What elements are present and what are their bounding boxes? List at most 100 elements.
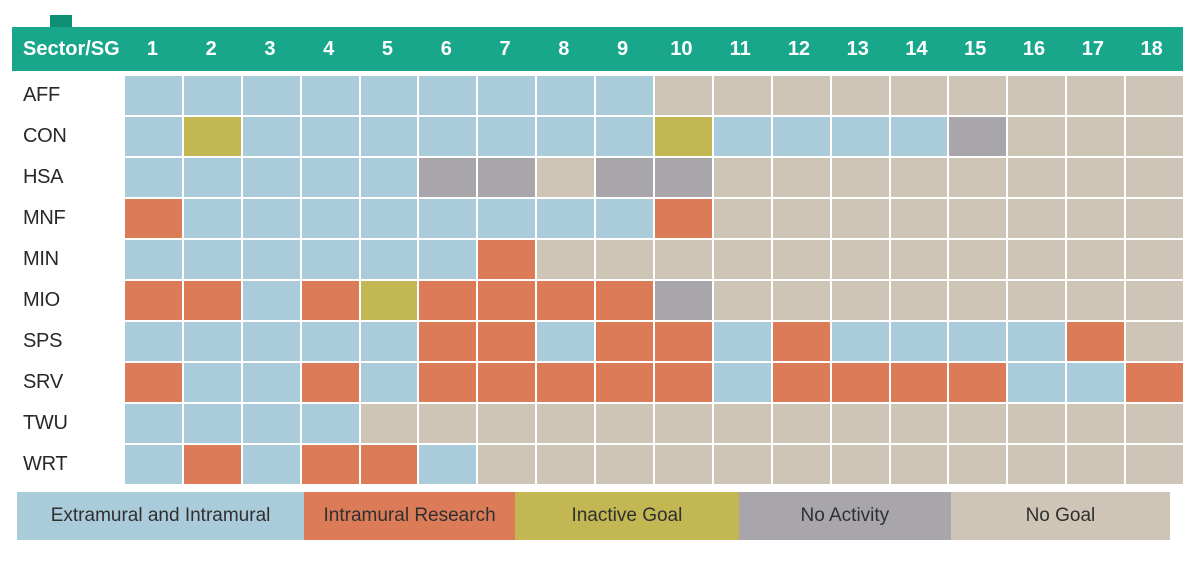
heatmap-cell [890,363,948,402]
heatmap-cell [1008,158,1066,197]
heatmap-cell [596,158,653,197]
heatmap-cell [183,76,241,115]
heatmap-cell [1008,445,1066,484]
sector-sg-heatmap-figure: Sector/SG 1 2 3 4 5 6 7 8 9 10 11 12 13 14 15 16 17 18 AF… [12,15,1183,540]
heatmap-cell [360,322,418,361]
heatmap-cell [537,117,595,156]
heatmap-cell [596,445,653,484]
heatmap-cell [655,445,712,484]
row-label: MNF [12,199,123,238]
heatmap-cell [949,240,1007,279]
heatmap-cell [301,199,359,238]
row-label: WRT [12,445,123,484]
legend-item: Inactive Goal [515,492,739,540]
heatmap-cell [713,445,771,484]
heatmap-cell [183,281,241,320]
heatmap-cell [655,281,712,320]
heatmap-cell [537,322,595,361]
heatmap-cell [831,76,889,115]
heatmap-cell [419,76,477,115]
heatmap-cell [1008,363,1066,402]
column-header: 16 [1022,37,1046,60]
heatmap-cell [831,404,889,443]
heatmap-cell [1067,240,1125,279]
heatmap-cell [1067,76,1125,115]
column-header: 12 [787,37,811,60]
heatmap-cell [713,363,771,402]
heatmap-cell [772,117,830,156]
heatmap-cell [301,363,359,402]
heatmap-cell [360,76,418,115]
heatmap-cell [125,363,182,402]
heatmap-cell [301,240,359,279]
heatmap-cell [537,199,595,238]
heatmap-cell [1008,281,1066,320]
row-label: CON [12,117,123,156]
heatmap-cell [478,158,536,197]
heatmap-cell [1126,117,1183,156]
heatmap-cell [1008,117,1066,156]
column-header: 4 [323,37,335,60]
heatmap-cell [831,117,889,156]
heatmap-cell [183,240,241,279]
heatmap-cell [1126,76,1183,115]
heatmap-cell [478,240,536,279]
header-notch-decoration [50,15,72,28]
heatmap-cell [1067,199,1125,238]
heatmap-cell [242,117,300,156]
heatmap-cell [537,240,595,279]
heatmap-cell [537,363,595,402]
heatmap-cell [596,363,653,402]
heatmap-cell [537,404,595,443]
heatmap-cell [1067,281,1125,320]
heatmap-cell [360,240,418,279]
heatmap-cell [713,117,771,156]
heatmap-cell [1008,76,1066,115]
heatmap-cell [125,158,182,197]
heatmap-cell [890,76,948,115]
heatmap-cell [242,445,300,484]
heatmap-cell [183,445,241,484]
heatmap-cell [596,76,653,115]
heatmap-cell [360,281,418,320]
heatmap-cell [360,363,418,402]
heatmap-cell [1067,445,1125,484]
heatmap-cell [301,117,359,156]
heatmap-cell [419,199,477,238]
row-label: AFF [12,76,123,115]
heatmap-cell [713,158,771,197]
heatmap-cell [478,199,536,238]
heatmap-cell [713,281,771,320]
heatmap-cell [242,363,300,402]
heatmap-cell [655,240,712,279]
heatmap-cell [183,404,241,443]
heatmap-cell [242,322,300,361]
heatmap-cell [537,76,595,115]
heatmap-cell [419,158,477,197]
heatmap-cell [1126,240,1183,279]
heatmap-cell [360,158,418,197]
heatmap-cell [301,404,359,443]
legend-label: Intramural Research [323,505,496,526]
column-header: 5 [381,37,394,60]
heatmap-cell [596,240,653,279]
heatmap-cell [831,199,889,238]
heatmap-cell [301,281,359,320]
heatmap-cell [596,404,653,443]
heatmap-cell [831,445,889,484]
heatmap-cell [890,199,948,238]
heatmap-cell [1008,199,1066,238]
heatmap-cell [596,199,653,238]
heatmap-cell [301,445,359,484]
heatmap-cell [360,445,418,484]
heatmap-cell [125,445,182,484]
heatmap-cell [125,199,182,238]
heatmap-cell [301,76,359,115]
row-label: HSA [12,158,123,197]
heatmap-grid: AFF CON HSA MNF MIN MIO SPS SRV TWU WRT [12,76,1183,484]
heatmap-cell [125,322,182,361]
heatmap-cell [713,199,771,238]
heatmap-cell [713,240,771,279]
heatmap-cell [890,445,948,484]
heatmap-cell [242,76,300,115]
